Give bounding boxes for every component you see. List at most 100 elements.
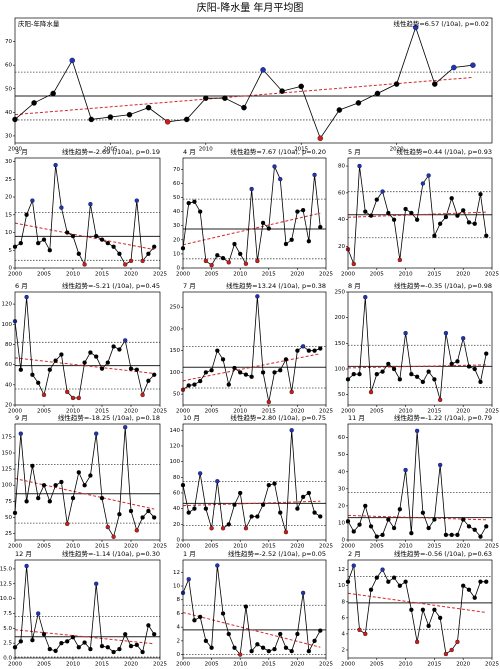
data-point bbox=[266, 482, 271, 488]
data-point bbox=[30, 638, 35, 643]
y-tick-label: 50 bbox=[338, 452, 345, 458]
data-point bbox=[243, 372, 249, 377]
x-tick-label: 2020 bbox=[290, 409, 304, 415]
data-point bbox=[88, 646, 93, 652]
trend-line bbox=[348, 592, 487, 613]
data-point bbox=[478, 379, 483, 385]
data-point bbox=[478, 192, 483, 197]
x-tick-label: 2025 bbox=[153, 662, 167, 668]
data-point bbox=[432, 377, 437, 382]
data-point bbox=[461, 208, 466, 213]
y-tick-label: 50 bbox=[5, 86, 12, 92]
data-point bbox=[186, 510, 191, 515]
data-point bbox=[198, 614, 203, 620]
panel-title: 庆阳-年降水量 bbox=[18, 19, 60, 28]
x-tick-label: 2025 bbox=[319, 272, 333, 278]
data-point bbox=[397, 257, 402, 263]
data-point bbox=[414, 639, 420, 645]
data-point bbox=[243, 604, 249, 609]
trend-annotation: 线性趋势=-5.21 (/10a), p=0.45 bbox=[62, 281, 160, 290]
data-point bbox=[82, 483, 87, 488]
x-tick-label: 2020 bbox=[456, 662, 470, 668]
x-tick-label: 2015 bbox=[262, 662, 276, 668]
y-tick-label: 0 bbox=[177, 266, 181, 272]
data-point bbox=[53, 358, 58, 363]
data-point bbox=[272, 481, 277, 486]
data-point bbox=[466, 220, 472, 225]
y-tick-label: 12 bbox=[173, 570, 180, 576]
data-point bbox=[272, 646, 277, 652]
data-point bbox=[412, 24, 419, 31]
x-tick-label: 2015 bbox=[427, 272, 441, 278]
data-point bbox=[99, 643, 105, 649]
data-point bbox=[107, 114, 114, 120]
data-point bbox=[70, 395, 76, 401]
data-point bbox=[164, 119, 171, 125]
data-point bbox=[186, 577, 191, 582]
data-point bbox=[30, 198, 35, 203]
data-point bbox=[472, 221, 477, 226]
data-point bbox=[484, 233, 489, 238]
data-point bbox=[88, 473, 93, 478]
x-tick-label: 2010 bbox=[66, 409, 80, 415]
y-tick-label: 10 bbox=[173, 251, 180, 257]
y-tick-label: 120 bbox=[2, 302, 13, 308]
series-line bbox=[182, 296, 321, 403]
y-tick-label: 70 bbox=[5, 39, 12, 45]
data-point bbox=[312, 638, 317, 644]
data-point bbox=[363, 294, 368, 300]
data-point bbox=[24, 563, 29, 569]
y-tick-label: 4 bbox=[177, 625, 181, 631]
plot-area bbox=[348, 492, 492, 521]
panel-title: 8 月 bbox=[348, 282, 361, 290]
data-point bbox=[266, 226, 271, 231]
trend-line bbox=[15, 629, 155, 645]
trend-annotation: 线性趋势=0.44 (/10a), p=0.93 bbox=[396, 147, 492, 156]
data-point bbox=[420, 510, 426, 515]
data-point bbox=[198, 378, 203, 384]
panel: 20 40 60 80 100 120 2000 2005 2010 2015 2020 2025 6 … bbox=[2, 281, 168, 415]
x-tick-label: 2015 bbox=[95, 544, 109, 550]
data-point bbox=[397, 507, 402, 512]
data-point bbox=[357, 163, 362, 169]
data-point bbox=[351, 372, 356, 377]
data-point bbox=[300, 590, 306, 596]
x-tick-label: 2020 bbox=[290, 662, 304, 668]
data-point bbox=[306, 348, 311, 353]
panel-title: 2 月 bbox=[348, 550, 361, 558]
data-point bbox=[357, 372, 362, 377]
data-point bbox=[145, 104, 152, 111]
data-point bbox=[222, 95, 228, 101]
data-point bbox=[426, 623, 431, 629]
data-point bbox=[203, 258, 209, 264]
data-point bbox=[312, 348, 317, 353]
data-point bbox=[238, 490, 243, 496]
x-tick-label: 2020 bbox=[456, 409, 470, 415]
y-tick-label: 4 bbox=[342, 631, 346, 637]
x-tick-label: 2015 bbox=[427, 409, 441, 415]
data-point bbox=[426, 173, 431, 178]
data-point bbox=[260, 370, 266, 375]
data-point bbox=[152, 372, 157, 377]
axes-frame bbox=[347, 423, 493, 541]
data-point bbox=[409, 607, 414, 612]
data-point bbox=[300, 344, 306, 349]
data-point bbox=[306, 490, 311, 496]
data-point bbox=[209, 368, 214, 373]
y-tick-label: 40 bbox=[338, 469, 345, 475]
data-point bbox=[426, 525, 431, 531]
panel: 0 10 20 30 40 50 60 70 2000 2005 2010 2015 2020 2025 4… bbox=[173, 147, 333, 278]
y-tick-label: 50 bbox=[173, 195, 180, 201]
data-point bbox=[266, 399, 271, 405]
y-tick-label: 100 bbox=[170, 459, 181, 465]
data-point bbox=[289, 389, 294, 395]
y-tick-label: 6 bbox=[177, 611, 181, 617]
data-point bbox=[295, 631, 300, 637]
data-point bbox=[134, 642, 139, 648]
x-tick-label: 2010 bbox=[233, 544, 247, 550]
x-tick-label: 2015 bbox=[262, 409, 276, 415]
y-tick-label: 80 bbox=[173, 475, 180, 481]
data-point bbox=[438, 462, 443, 468]
x-tick-label: 2000 bbox=[341, 662, 355, 668]
data-point bbox=[368, 390, 374, 395]
